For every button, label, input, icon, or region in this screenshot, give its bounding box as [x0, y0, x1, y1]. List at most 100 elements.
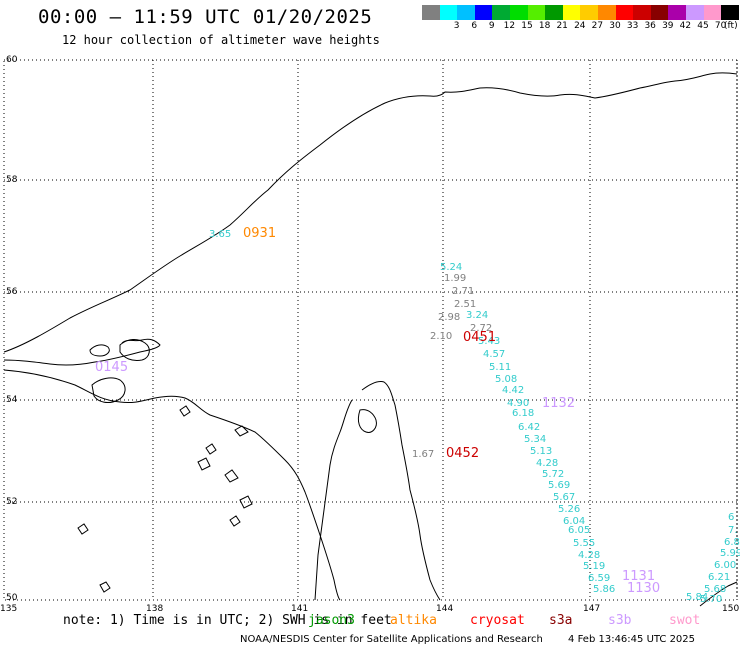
swh-value-label: 6.04 [563, 516, 585, 527]
pass-time-label: 0451 [463, 330, 496, 345]
legend-label: 9 [488, 21, 495, 31]
legend-label: 45 [697, 21, 709, 31]
x-tick-label: 141 [291, 604, 308, 614]
swh-value-label: 6.59 [588, 573, 610, 584]
pass-time-label: 0452 [446, 446, 479, 461]
note-text: note: 1) Time is in UTC; 2) SWH is in fe… [63, 613, 392, 628]
legend-label: 3 [453, 21, 460, 31]
footer-credit: NOAA/NESDIS Center for Satellite Applica… [240, 634, 543, 645]
legend-swatch [685, 5, 704, 20]
swh-value-label: 2.10 [430, 331, 452, 342]
swh-value-label: 6.00 [714, 560, 736, 571]
legend-unit: (ft) [724, 21, 738, 31]
x-tick-label: 138 [146, 604, 163, 614]
legend-label: 70 [714, 21, 727, 31]
swh-value-label: 5.11 [489, 362, 511, 373]
pass-time-label: 1130 [627, 581, 660, 596]
satellite-s3a: s3a [549, 613, 573, 628]
swh-value-label: 2.71 [452, 286, 474, 297]
swh-value-label: 3.65 [209, 229, 231, 240]
legend-label: 36 [644, 21, 656, 31]
swh-value-label: 6.18 [512, 408, 534, 419]
swh-value-label: 6 [728, 512, 734, 523]
swh-value-label: 5.69 [548, 480, 570, 491]
y-axis: 60 58 56 54 52 50 [6, 55, 18, 603]
swh-value-label: 6.42 [518, 422, 540, 433]
pass-time-label: 0145 [95, 360, 128, 375]
swh-value-label: 5.24 [440, 262, 462, 273]
swh-value-label: 2.98 [438, 312, 460, 323]
legend-label: 6 [471, 21, 478, 31]
swh-value-label: 1.67 [412, 449, 434, 460]
swh-value-label: 7. [728, 525, 738, 536]
swh-value-label: 5.72 [542, 469, 564, 480]
y-tick-label: 50 [6, 593, 18, 603]
coastline-west-coast [3, 369, 341, 601]
swh-value-label: 2.51 [454, 299, 476, 310]
swh-value-label: 4.42 [502, 385, 524, 396]
swh-value-label: 5.86 [593, 584, 615, 595]
swh-value-label: 5.99 [720, 548, 740, 559]
legend-swatch [492, 5, 510, 20]
swh-value-label: 5.84 [686, 592, 708, 603]
x-tick-label: 144 [436, 604, 453, 614]
legend-swatch [668, 5, 686, 20]
footer-timestamp: 4 Feb 13:46:45 UTC 2025 [568, 634, 696, 645]
x-tick-label: 150 [722, 604, 739, 614]
legend-label: 21 [556, 21, 568, 31]
swh-value-label: 4.28 [536, 458, 558, 469]
coastline-sakhalin-west [314, 399, 353, 601]
legend-swatch [703, 5, 722, 20]
swh-value-label: 4.90 [507, 398, 529, 409]
legend-swatch [597, 5, 616, 20]
legend-label: 39 [662, 21, 674, 31]
page-subtitle: 12 hour collection of altimeter wave hei… [62, 33, 380, 47]
coastline-kuril [699, 581, 738, 607]
x-axis: 135 138 141 144 147 150 [0, 604, 739, 614]
pass-time-label: 1131 [622, 569, 655, 584]
coastline-north-okhotsk-tip [3, 338, 161, 366]
pass-time-label: 0931 [243, 226, 276, 241]
legend-label: 33 [626, 21, 639, 31]
legend-swatch [457, 5, 475, 20]
legend-swatch [527, 5, 546, 20]
swh-value-label: 5.43 [478, 336, 500, 347]
legend-swatch [439, 5, 458, 20]
satellite-cryosat: cryosat [470, 613, 525, 628]
coastline-north-okhotsk [3, 72, 738, 353]
coastline-islands-small-2 [77, 405, 211, 593]
coastline-islands-small [205, 425, 253, 527]
y-tick-label: 52 [6, 497, 17, 507]
coastline-sakhalin-bay [357, 409, 377, 433]
swh-value-label: 6.8 [724, 537, 740, 548]
y-tick-label: 60 [6, 55, 18, 65]
satellite-jason3: jason3 [308, 613, 355, 628]
swh-value-label: 5.08 [495, 374, 517, 385]
legend-swatch [650, 5, 669, 20]
swh-value-label: 5.26 [558, 504, 580, 515]
map-frame [3, 59, 738, 601]
swh-value-label: 5.70 [700, 594, 722, 605]
x-tick-label: 147 [583, 604, 600, 614]
swh-labels-layer: 3.65 5.241.99 2.71 2.513.24 2.98 2.72 2.10 5.43… [95, 226, 740, 605]
swh-value-label: 3.24 [466, 310, 488, 321]
legend-label: 12 [503, 21, 516, 31]
swh-value-label: 5.55 [573, 538, 595, 549]
satellite-s3b: s3b [608, 613, 632, 628]
swh-value-label: 5.34 [524, 434, 546, 445]
legend-label: 27 [591, 21, 604, 31]
map-grid [4, 59, 738, 600]
swh-value-label: 1.99 [444, 273, 466, 284]
swh-value-label: 6.21 [708, 572, 730, 583]
y-tick-label: 56 [6, 287, 18, 297]
swh-value-label: 5.67 [553, 492, 575, 503]
legend-label: 15 [521, 21, 533, 31]
coastline-shantar-islands [89, 344, 110, 357]
legend-swatch [509, 5, 528, 20]
swh-value-label: 6.05 [568, 525, 590, 536]
legend-label: 24 [574, 21, 586, 31]
swh-value-label: 4.28 [578, 550, 600, 561]
swh-value-label: 4.57 [483, 349, 505, 360]
swh-value-label: 5.19 [583, 561, 605, 572]
